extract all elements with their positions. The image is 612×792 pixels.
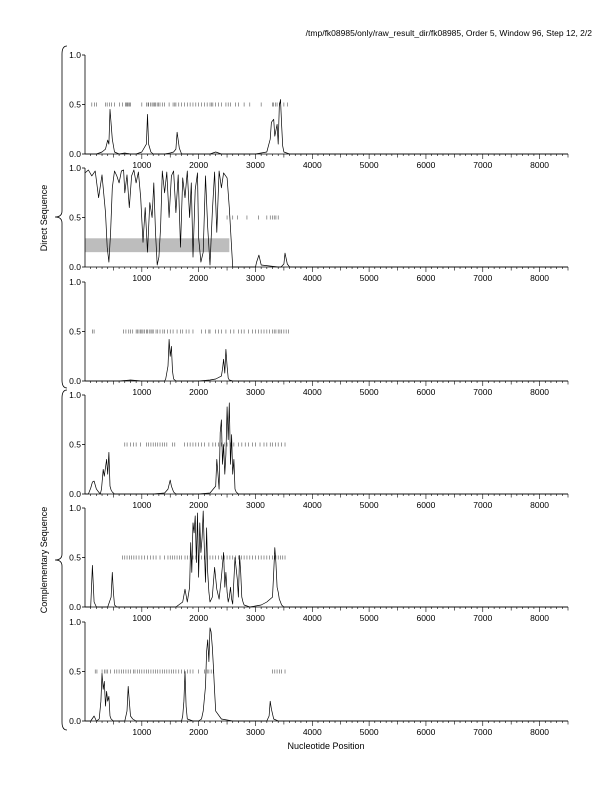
y-tick-label: 0.5: [69, 440, 81, 450]
x-tick-label: 4000: [303, 160, 322, 170]
panel-1: 0.0 0.5 1.0 1000 2000 3000 4000 5000 6000 7000 800…: [69, 50, 569, 170]
y-tick-label: 0.0: [69, 716, 81, 726]
y-tick-label: 0.5: [69, 667, 81, 677]
rug-marks: [94, 669, 286, 674]
y-tick-label: 0.5: [69, 100, 81, 110]
x-tick-label: 4000: [303, 613, 322, 623]
x-tick-label: 1000: [132, 613, 151, 623]
x-tick-label: 4000: [303, 387, 322, 397]
x-tick-label: 8000: [530, 613, 549, 623]
series-line: [85, 99, 568, 155]
x-tick-label: 3000: [246, 273, 265, 283]
x-tick-label: 3000: [246, 613, 265, 623]
x-tick-label: 6000: [416, 160, 435, 170]
x-tick-label: 6000: [416, 500, 435, 510]
panel-6: 0.0 0.5 1.0 1000 2000 3000 4000 5000 6000 7000 800…: [69, 617, 569, 737]
y-tick-label: 0.0: [69, 149, 81, 159]
x-tick-label: 8000: [530, 500, 549, 510]
bracket-direct: [54, 45, 68, 389]
x-tick-label: 2000: [189, 500, 208, 510]
panel-2: 0.0 0.5 1.0 1000 2000 3000 4000 5000 6000 7000 800…: [69, 163, 569, 283]
x-tick-label: 8000: [530, 160, 549, 170]
y-tick-label: 1.0: [69, 390, 81, 400]
x-tick-label: 5000: [360, 387, 379, 397]
x-tick-label: 6000: [416, 727, 435, 737]
x-tick-label: 7000: [473, 160, 492, 170]
x-tick-label: 8000: [530, 387, 549, 397]
y-tick-label: 0.5: [69, 553, 81, 563]
y-tick-label: 0.0: [69, 489, 81, 499]
y-tick-label: 1.0: [69, 503, 81, 513]
y-tick-label: 1.0: [69, 50, 81, 60]
rug-marks: [91, 102, 288, 107]
y-tick-label: 1.0: [69, 277, 81, 287]
x-tick-label: 3000: [246, 160, 265, 170]
x-tick-label: 8000: [530, 273, 549, 283]
y-tick-label: 0.0: [69, 376, 81, 386]
x-tick-label: 2000: [189, 613, 208, 623]
group-label-direct: Direct Sequence: [39, 185, 49, 252]
panel-3: 0.0 0.5 1.0 1000 2000 3000 4000 5000 6000 7000 800…: [69, 277, 569, 397]
series-line: [85, 402, 568, 495]
y-tick-label: 0.0: [69, 262, 81, 272]
x-tick-label: 2000: [189, 727, 208, 737]
series-line: [85, 339, 568, 382]
x-tick-label: 4000: [303, 727, 322, 737]
x-tick-label: 7000: [473, 727, 492, 737]
x-tick-label: 6000: [416, 613, 435, 623]
x-tick-label: 4000: [303, 500, 322, 510]
x-tick-label: 5000: [360, 613, 379, 623]
x-tick-label: 7000: [473, 500, 492, 510]
x-tick-label: 1000: [132, 160, 151, 170]
y-tick-label: 0.5: [69, 327, 81, 337]
series-line: [84, 169, 568, 268]
x-tick-label: 7000: [473, 613, 492, 623]
group-brackets: [54, 45, 68, 731]
x-tick-label: 4000: [303, 273, 322, 283]
x-tick-label: 2000: [189, 160, 208, 170]
x-tick-label: 5000: [360, 160, 379, 170]
series-line: [85, 510, 568, 608]
figure-header: /tmp/fk08985/only/raw_result_dir/fk08985…: [306, 28, 593, 38]
x-tick-label: 2000: [189, 387, 208, 397]
rug-marks: [226, 215, 279, 220]
panel-5: 0.0 0.5 1.0 1000 2000 3000 4000 5000 6000 7000 800…: [69, 503, 569, 623]
y-tick-label: 0.0: [69, 602, 81, 612]
x-tick-label: 1000: [132, 500, 151, 510]
rug-marks: [124, 442, 286, 447]
x-tick-label: 5000: [360, 500, 379, 510]
y-tick-label: 0.5: [69, 213, 81, 223]
rug-marks: [122, 555, 286, 560]
x-tick-label: 8000: [530, 727, 549, 737]
x-tick-label: 1000: [132, 387, 151, 397]
x-tick-label: 7000: [473, 387, 492, 397]
x-tick-label: 7000: [473, 273, 492, 283]
x-tick-label: 6000: [416, 387, 435, 397]
x-tick-label: 5000: [360, 273, 379, 283]
panel-4: 0.0 0.5 1.0 1000 2000 3000 4000 5000 6000 7000 800…: [69, 390, 569, 510]
y-tick-label: 1.0: [69, 617, 81, 627]
x-tick-label: 6000: [416, 273, 435, 283]
series-line: [85, 627, 568, 722]
bracket-complementary: [54, 389, 68, 731]
rug-marks: [92, 329, 289, 334]
x-tick-label: 2000: [189, 273, 208, 283]
panels: 0.0 0.5 1.0 1000 2000 3000 4000 5000 6000 7000 800…: [69, 50, 569, 737]
x-tick-label: 3000: [246, 727, 265, 737]
x-axis-title: Nucleotide Position: [287, 741, 364, 751]
x-tick-label: 1000: [132, 727, 151, 737]
group-label-complementary: Complementary Sequence: [39, 507, 49, 614]
x-tick-label: 3000: [246, 500, 265, 510]
y-tick-label: 1.0: [69, 163, 81, 173]
x-tick-label: 3000: [246, 387, 265, 397]
x-tick-label: 5000: [360, 727, 379, 737]
x-tick-label: 1000: [132, 273, 151, 283]
